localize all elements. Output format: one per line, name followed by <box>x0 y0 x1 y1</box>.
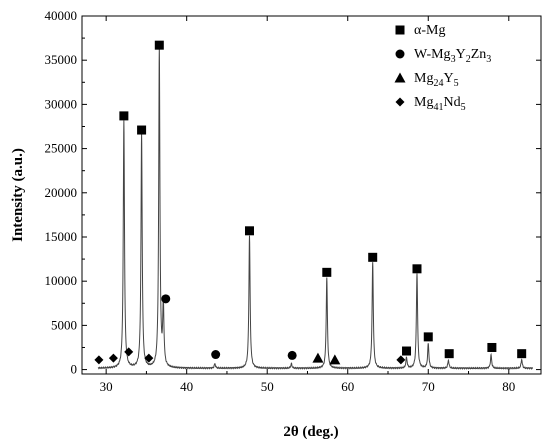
diamond-marker <box>396 355 406 365</box>
legend-label: W-Mg3Y2Zn3 <box>414 47 491 65</box>
legend-label: Mg41Nd5 <box>414 95 466 113</box>
x-tick-label: 40 <box>180 379 193 394</box>
square-marker <box>322 267 332 277</box>
y-tick-label: 20000 <box>45 185 78 200</box>
diamond-marker <box>124 347 134 357</box>
phase-markers <box>94 40 527 365</box>
legend-circle-marker <box>395 49 405 59</box>
plot-frame <box>81 15 542 375</box>
square-marker <box>119 111 129 121</box>
legend-triangle-marker <box>394 72 406 83</box>
x-tick-label: 60 <box>341 379 354 394</box>
diamond-marker <box>144 353 154 363</box>
square-marker <box>423 332 433 342</box>
square-marker <box>444 349 454 359</box>
y-tick-label: 35000 <box>45 52 78 67</box>
y-tick-label: 40000 <box>45 8 78 23</box>
square-marker <box>368 252 378 262</box>
y-tick-label: 25000 <box>45 141 78 156</box>
circle-marker <box>211 350 221 360</box>
legend: α-Mg W-Mg3Y2Zn3 Mg24Y5 Mg41Nd5 <box>394 23 491 113</box>
legend-label: Mg24Y5 <box>414 71 459 89</box>
square-marker <box>487 342 497 352</box>
x-tick-label: 30 <box>100 379 113 394</box>
square-marker <box>517 349 527 359</box>
square-marker <box>412 264 422 274</box>
square-marker <box>154 40 164 50</box>
y-tick-label: 0 <box>71 362 78 377</box>
x-axis: 30 40 50 60 70 80 <box>100 16 515 394</box>
triangle-marker <box>312 352 324 363</box>
x-tick-label: 70 <box>422 379 435 394</box>
legend-square-marker <box>395 25 405 35</box>
x-axis-title: 2θ (deg.) <box>283 424 338 440</box>
diamond-marker <box>108 353 118 363</box>
triangle-marker <box>329 354 341 365</box>
x-tick-label: 50 <box>261 379 274 394</box>
circle-marker <box>161 294 171 304</box>
legend-diamond-marker <box>395 97 405 107</box>
y-tick-label: 5000 <box>51 317 77 332</box>
square-marker <box>244 226 254 236</box>
y-tick-label: 10000 <box>45 273 78 288</box>
square-marker <box>137 125 147 135</box>
y-axis: 0 5000 10000 15000 20000 25000 30000 35000 40000 <box>45 8 541 377</box>
circle-marker <box>287 350 297 360</box>
x-tick-label: 80 <box>502 379 515 394</box>
y-axis-title: Intensity (a.u.) <box>10 148 26 242</box>
diamond-marker <box>94 355 104 365</box>
y-tick-label: 15000 <box>45 229 78 244</box>
spectrum-line <box>97 46 534 370</box>
square-marker <box>402 346 412 356</box>
legend-label: α-Mg <box>414 23 445 38</box>
y-tick-label: 30000 <box>45 96 78 111</box>
